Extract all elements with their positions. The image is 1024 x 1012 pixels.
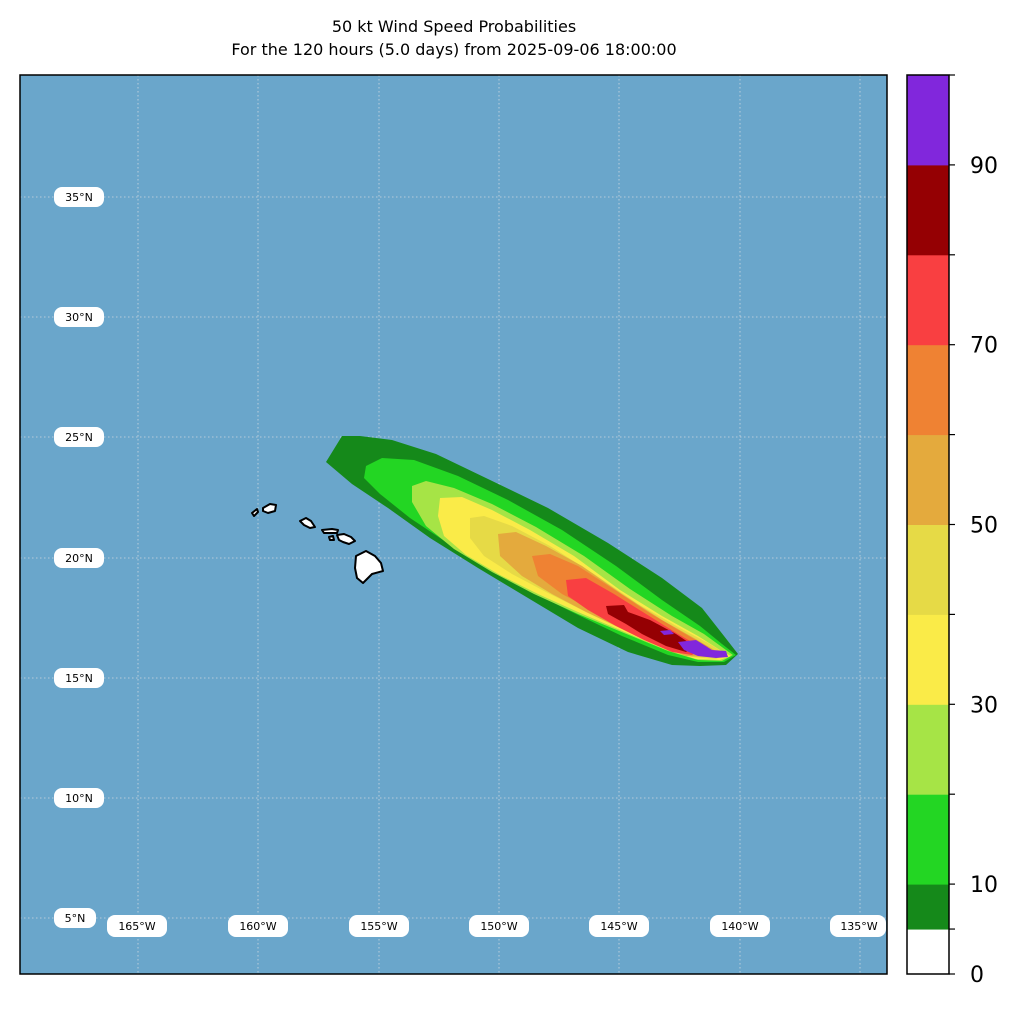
lat-label-20n: 20°N	[65, 552, 93, 565]
lon-label-bg-160	[228, 915, 288, 937]
lon-label-bg-140	[710, 915, 770, 937]
lon-label-165w: 165°W	[118, 920, 155, 933]
contour-80-90	[606, 605, 694, 652]
lat-label-25n: 25°N	[65, 431, 93, 444]
island-molokai	[321, 528, 339, 534]
colorbar-bin-60-70	[907, 344, 949, 436]
lat-label-15n: 15°N	[65, 672, 93, 685]
colorbar-tick-label: 0	[970, 963, 984, 988]
hawaiian-islands	[251, 503, 384, 584]
lat-label-5n: 5°N	[65, 912, 86, 925]
island-lanai	[328, 535, 335, 541]
colorbar-bin-20-30	[907, 704, 949, 795]
lon-label-bg-150	[469, 915, 529, 937]
lon-label-bg-165	[107, 915, 167, 937]
lon-label-bg-145	[589, 915, 649, 937]
lat-label-bg-30	[54, 307, 104, 327]
colorbar-bin-5-10	[907, 884, 949, 930]
island-big-island	[354, 550, 384, 584]
colorbar: 0 10 30 50 70 90	[906, 74, 998, 988]
map-subtitle: For the 120 hours (5.0 days) from 2025-0…	[231, 40, 677, 59]
lon-label-155w: 155°W	[360, 920, 397, 933]
map-frame	[19, 74, 888, 975]
colorbar-bin-80-90	[907, 164, 949, 256]
lon-label-145w: 145°W	[600, 920, 637, 933]
lon-label-135w: 135°W	[840, 920, 877, 933]
colorbar-bin-30-40	[907, 614, 949, 705]
lon-label-bg-135	[830, 915, 886, 937]
lat-label-bg-5	[54, 908, 96, 928]
colorbar-tick-label: 30	[970, 693, 998, 718]
colorbar-tick-label: 70	[970, 334, 998, 359]
lon-label-bg-155	[349, 915, 409, 937]
map-panel: 35°N 30°N 25°N 20°N 15°N 10°N 5°N 165°W …	[19, 74, 888, 975]
island-maui	[336, 533, 356, 545]
colorbar-bin-40-50	[907, 524, 949, 615]
colorbar-tick-label: 90	[970, 154, 998, 179]
probability-contours	[326, 436, 738, 666]
lat-label-bg-10	[54, 788, 104, 808]
latitude-labels: 35°N 30°N 25°N 20°N 15°N 10°N 5°N	[54, 187, 104, 928]
map-title: 50 kt Wind Speed Probabilities	[331, 17, 577, 36]
lon-label-150w: 150°W	[480, 920, 517, 933]
colorbar-tick-label: 10	[970, 873, 998, 898]
lat-label-bg-15	[54, 668, 104, 688]
lon-label-160w: 160°W	[239, 920, 276, 933]
lat-label-35n: 35°N	[65, 191, 93, 204]
colorbar-bin-90-100	[907, 75, 949, 166]
colorbar-bin-70-80	[907, 254, 949, 346]
colorbar-bin-0-5	[907, 929, 949, 975]
lat-label-bg-20	[54, 548, 104, 568]
colorbar-bin-10-20	[907, 794, 949, 885]
lat-label-10n: 10°N	[65, 792, 93, 805]
lat-label-bg-25	[54, 427, 104, 447]
island-oahu	[299, 517, 316, 529]
contour-90-100	[678, 640, 728, 658]
lon-label-140w: 140°W	[721, 920, 758, 933]
contour-90-100-fragment	[660, 630, 674, 635]
island-niihau	[251, 508, 259, 517]
island-kauai	[262, 503, 277, 514]
colorbar-tick-label: 50	[970, 514, 998, 539]
lat-label-30n: 30°N	[65, 311, 93, 324]
lat-label-bg-35	[54, 187, 104, 207]
longitude-labels: 165°W 160°W 155°W 150°W 145°W 140°W 135°…	[107, 915, 886, 937]
colorbar-bin-50-60	[907, 434, 949, 525]
